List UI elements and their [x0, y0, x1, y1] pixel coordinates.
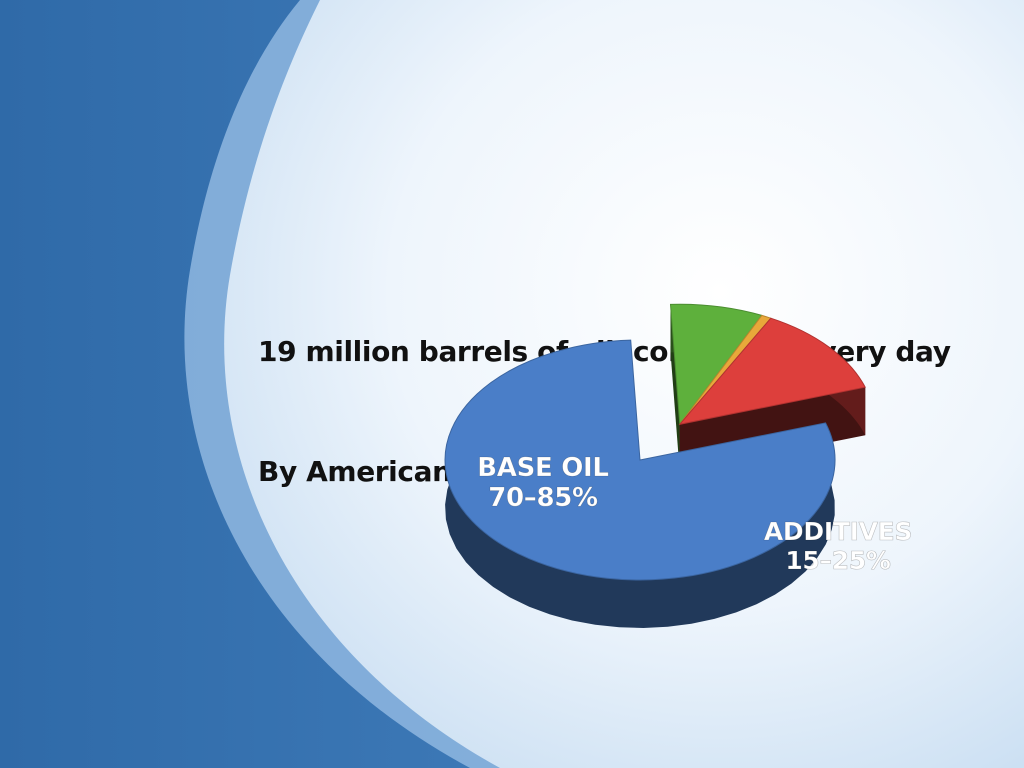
slice-label-base-oil: BASE OIL 70–85%: [477, 453, 608, 513]
pie-slice-base-oil: [444, 339, 836, 628]
pie-slice-top-additives-green: [669, 303, 763, 426]
pie-slice-top-base-oil: [444, 339, 836, 581]
group-label-additives: ADDITIVES 15–25%: [764, 517, 912, 575]
headline-line-2: By Americans: [258, 455, 468, 488]
pie-slice-top-additives-red: [678, 317, 866, 426]
